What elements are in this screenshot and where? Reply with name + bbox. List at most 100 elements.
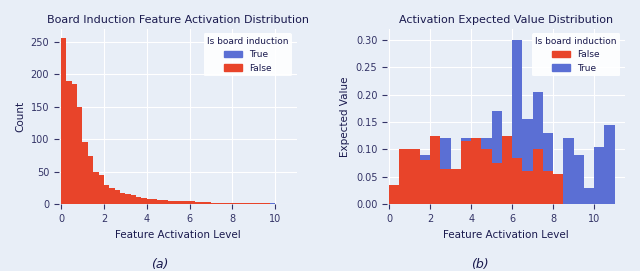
Y-axis label: Count: Count bbox=[15, 101, 25, 132]
Bar bbox=[211, 202, 216, 204]
Bar bbox=[104, 185, 109, 204]
Bar bbox=[238, 202, 243, 204]
Bar bbox=[243, 203, 248, 204]
Bar bbox=[184, 201, 189, 204]
Bar bbox=[502, 136, 512, 204]
Bar bbox=[492, 111, 502, 204]
Bar bbox=[93, 199, 99, 204]
Bar bbox=[179, 202, 184, 204]
Bar bbox=[88, 156, 93, 204]
Bar bbox=[254, 203, 259, 204]
Bar bbox=[141, 199, 147, 204]
Bar bbox=[389, 199, 399, 204]
Bar bbox=[522, 119, 532, 204]
Bar bbox=[200, 202, 205, 204]
Bar bbox=[471, 138, 481, 204]
Bar bbox=[61, 38, 67, 204]
Bar bbox=[471, 150, 481, 204]
Bar bbox=[131, 195, 136, 204]
Bar bbox=[168, 201, 173, 204]
Bar bbox=[152, 201, 157, 204]
Bar bbox=[61, 199, 67, 204]
Bar bbox=[410, 150, 420, 204]
Bar bbox=[147, 201, 152, 204]
Bar bbox=[136, 199, 141, 204]
Bar bbox=[270, 203, 275, 204]
Bar bbox=[99, 175, 104, 204]
Bar bbox=[88, 199, 93, 204]
Bar bbox=[492, 163, 502, 204]
Y-axis label: Expected Value: Expected Value bbox=[340, 76, 350, 157]
Bar bbox=[205, 202, 211, 204]
Bar bbox=[543, 133, 553, 204]
Bar bbox=[259, 203, 264, 204]
Bar bbox=[72, 84, 77, 204]
Bar bbox=[254, 203, 259, 204]
Bar bbox=[410, 188, 420, 204]
Bar bbox=[211, 202, 216, 204]
Bar bbox=[189, 202, 195, 204]
Bar bbox=[136, 197, 141, 204]
X-axis label: Feature Activation Level: Feature Activation Level bbox=[115, 230, 241, 240]
Text: (b): (b) bbox=[471, 258, 489, 271]
Bar bbox=[553, 174, 563, 204]
Bar bbox=[532, 92, 543, 204]
Bar bbox=[259, 203, 264, 204]
Bar bbox=[605, 125, 615, 204]
Bar bbox=[157, 200, 163, 204]
Bar bbox=[221, 202, 227, 204]
Bar bbox=[195, 202, 200, 204]
Bar bbox=[141, 198, 147, 204]
Bar bbox=[481, 138, 492, 204]
Text: (a): (a) bbox=[151, 258, 169, 271]
Bar bbox=[522, 172, 532, 204]
Bar bbox=[430, 177, 440, 204]
Bar bbox=[221, 202, 227, 204]
Bar bbox=[451, 169, 461, 204]
Bar bbox=[83, 199, 88, 204]
Bar bbox=[173, 201, 179, 204]
Bar bbox=[248, 203, 254, 204]
Bar bbox=[125, 199, 131, 204]
Bar bbox=[461, 138, 471, 204]
Bar bbox=[430, 136, 440, 204]
Bar bbox=[67, 81, 72, 204]
Bar bbox=[115, 190, 120, 204]
Bar bbox=[125, 194, 131, 204]
Bar bbox=[227, 202, 232, 204]
Bar bbox=[461, 141, 471, 204]
Bar bbox=[563, 138, 573, 204]
Bar bbox=[77, 107, 83, 204]
Bar bbox=[584, 188, 595, 204]
Bar bbox=[163, 200, 168, 204]
Bar bbox=[264, 203, 270, 204]
Title: Activation Expected Value Distribution: Activation Expected Value Distribution bbox=[399, 15, 613, 25]
Bar bbox=[216, 202, 221, 204]
Bar bbox=[451, 174, 461, 204]
Bar bbox=[200, 202, 205, 204]
Bar bbox=[248, 203, 254, 204]
Bar bbox=[115, 199, 120, 204]
Bar bbox=[131, 199, 136, 204]
Bar bbox=[502, 150, 512, 204]
Bar bbox=[104, 199, 109, 204]
Title: Board Induction Feature Activation Distribution: Board Induction Feature Activation Distr… bbox=[47, 15, 309, 25]
Bar bbox=[184, 202, 189, 204]
Bar bbox=[99, 199, 104, 204]
X-axis label: Feature Activation Level: Feature Activation Level bbox=[443, 230, 569, 240]
Bar bbox=[595, 147, 605, 204]
Bar bbox=[543, 172, 553, 204]
Bar bbox=[512, 40, 522, 204]
Bar bbox=[243, 203, 248, 204]
Legend: True, False: True, False bbox=[204, 33, 292, 76]
Bar bbox=[93, 172, 99, 204]
Bar bbox=[512, 158, 522, 204]
Bar bbox=[238, 203, 243, 204]
Bar bbox=[179, 201, 184, 204]
Bar bbox=[157, 201, 163, 204]
Bar bbox=[399, 150, 410, 204]
Bar bbox=[109, 188, 115, 204]
Bar bbox=[440, 169, 451, 204]
Bar bbox=[147, 199, 152, 204]
Bar bbox=[109, 199, 115, 204]
